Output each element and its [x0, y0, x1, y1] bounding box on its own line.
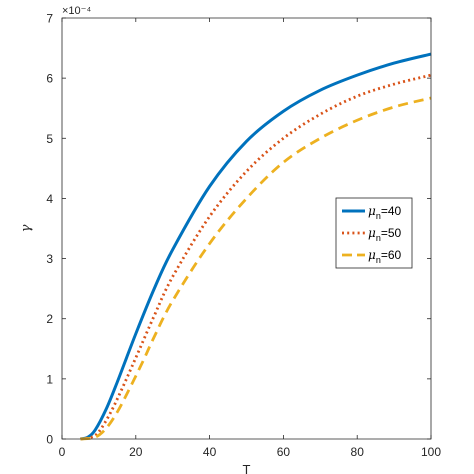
- legend: μn=40 μn=50 μn=60: [335, 197, 413, 269]
- y-axis-exponent: ×10⁻⁴: [62, 5, 91, 17]
- axis-box: [61, 17, 432, 440]
- x-tick-label: 0: [59, 445, 66, 459]
- legend-label-1: μn=40: [368, 204, 402, 221]
- series-line-3: [80, 96, 432, 441]
- x-tick-label: 20: [129, 445, 143, 459]
- y-tick-label: 4: [46, 192, 53, 206]
- x-tick-label: 40: [203, 445, 217, 459]
- x-tick-label: 80: [351, 445, 365, 459]
- y-tick-label: 3: [46, 252, 53, 266]
- y-axis-label: γ: [19, 224, 34, 232]
- y-tick-label: 2: [46, 312, 53, 326]
- x-tick-label: 60: [277, 445, 291, 459]
- series-line-2: [80, 73, 432, 441]
- legend-label-2: μn=50: [368, 226, 402, 243]
- legend-label-3: μn=60: [368, 248, 402, 265]
- y-tick-label: 1: [46, 372, 53, 386]
- series-line-1: [80, 52, 432, 441]
- x-axis-label: T: [243, 462, 251, 474]
- axis-ticks: 0 20 40 60 80 100 0 1 2 3 4 5 6 7: [46, 12, 441, 460]
- y-tick-label: 5: [46, 132, 53, 146]
- y-tick-label: 7: [46, 12, 53, 26]
- y-tick-label: 6: [46, 72, 53, 86]
- y-tick-label: 0: [46, 433, 53, 447]
- series-layer: [80, 52, 432, 441]
- x-tick-label: 100: [421, 445, 441, 459]
